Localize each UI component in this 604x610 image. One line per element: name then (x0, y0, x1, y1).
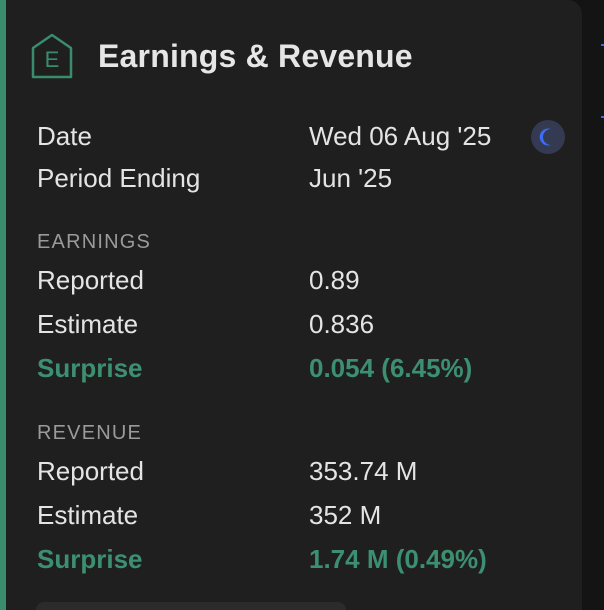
chart-tick (601, 116, 604, 118)
period-label: Period Ending (37, 163, 201, 193)
logo-letter: E (44, 47, 60, 72)
more-details-button[interactable] (36, 602, 346, 610)
earnings-surprise-value: 0.054 (6.45%) (309, 353, 473, 383)
date-label: Date (37, 121, 92, 151)
earnings-reported-value: 0.89 (309, 265, 360, 295)
earnings-reported-label: Reported (37, 265, 144, 295)
period-value: Jun '25 (309, 163, 393, 193)
earnings-estimate-value: 0.836 (309, 309, 375, 339)
revenue-surprise-value: 1.74 M (0.49%) (309, 544, 487, 574)
revenue-estimate-value: 352 M (309, 500, 382, 530)
revenue-surprise-label: Surprise (37, 544, 143, 574)
background-chart-strip (582, 0, 604, 610)
earnings-tooltip-card: E Earnings & Revenue Date Wed 06 Aug '25… (0, 0, 582, 610)
earnings-surprise-label: Surprise (37, 353, 143, 383)
revenue-reported-value: 353.74 M (309, 456, 418, 486)
revenue-estimate-label: Estimate (37, 500, 139, 530)
revenue-reported-label: Reported (37, 456, 144, 486)
date-value: Wed 06 Aug '25 (309, 121, 492, 151)
revenue-section-title: REVENUE (37, 422, 143, 444)
moon-icon (531, 120, 565, 154)
earnings-logo-icon: E (30, 32, 74, 80)
earnings-section-title: EARNINGS (37, 231, 152, 253)
card-title: Earnings & Revenue (98, 37, 413, 74)
card-header: E Earnings & Revenue (30, 32, 413, 80)
chart-tick (601, 44, 604, 46)
earnings-estimate-label: Estimate (37, 309, 139, 339)
